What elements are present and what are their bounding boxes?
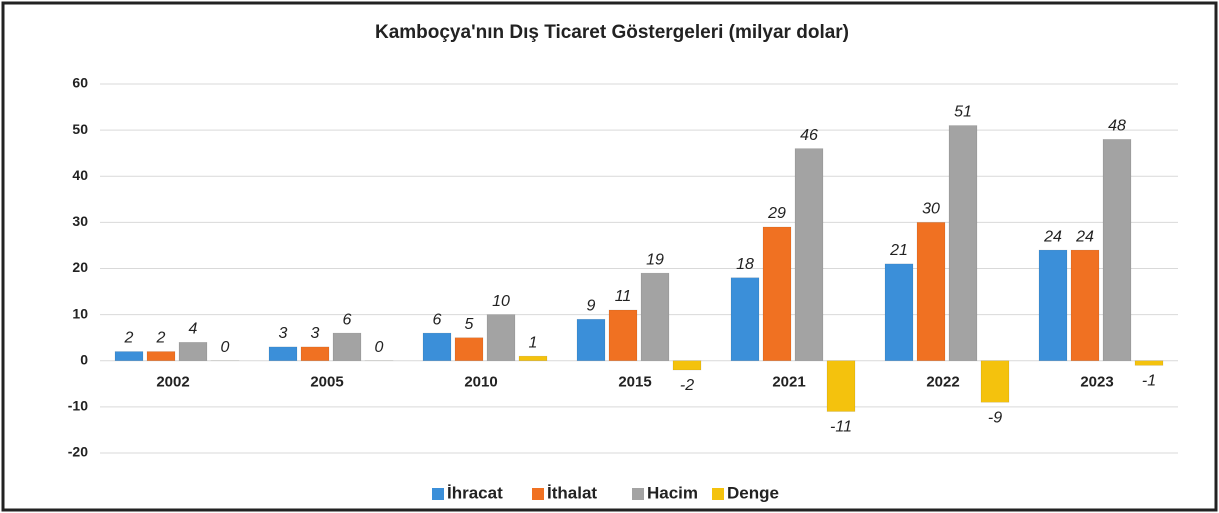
bar: [146, 351, 176, 361]
legend-label: Denge: [727, 483, 779, 502]
data-label: 4: [189, 321, 198, 338]
data-label: 1: [529, 334, 538, 351]
x-tick-label: 2005: [310, 374, 343, 391]
x-tick-label: 2002: [156, 374, 189, 391]
bar: [762, 226, 792, 361]
bar: [422, 332, 452, 362]
y-tick-label: 20: [72, 259, 88, 275]
data-label: 48: [1108, 118, 1126, 135]
data-label: 0: [221, 339, 230, 356]
data-label: 3: [311, 325, 320, 342]
legend-swatch: [432, 488, 444, 500]
bar: [576, 318, 606, 361]
data-label: 2: [156, 330, 166, 347]
y-tick-label: -10: [68, 398, 88, 414]
data-label: -1: [1142, 373, 1156, 390]
data-label: 3: [279, 325, 288, 342]
bar: [1134, 360, 1164, 366]
data-label: 5: [465, 316, 474, 333]
data-label: 0: [375, 339, 384, 356]
bar: [268, 346, 298, 362]
x-tick-label: 2010: [464, 374, 497, 391]
y-tick-label: 10: [72, 305, 88, 321]
legend-label: Hacim: [647, 483, 698, 502]
data-label: 51: [954, 104, 972, 121]
y-tick-label: 0: [80, 351, 88, 367]
bar: [1038, 249, 1068, 361]
data-label: 24: [1075, 228, 1094, 245]
data-label: 18: [736, 256, 754, 273]
data-label: 46: [800, 127, 818, 144]
bar: [1102, 139, 1132, 361]
data-label: 30: [922, 201, 940, 218]
x-tick-label: 2023: [1080, 374, 1113, 391]
bar: [980, 360, 1010, 403]
data-label: 24: [1043, 228, 1062, 245]
legend-swatch: [632, 488, 644, 500]
y-tick-label: 60: [72, 75, 88, 91]
data-label: 10: [492, 293, 510, 310]
bar: [518, 355, 548, 362]
data-label: 11: [615, 288, 632, 305]
data-label: 29: [767, 205, 786, 222]
data-label: 2: [124, 330, 134, 347]
bar: [486, 314, 516, 361]
legend-swatch: [532, 488, 544, 500]
data-label: -11: [830, 419, 852, 436]
x-tick-label: 2022: [926, 374, 959, 391]
data-label: 9: [587, 297, 596, 314]
legend-label: İthalat: [547, 483, 597, 502]
bar: [794, 148, 824, 361]
bar: [332, 332, 362, 362]
bar: [672, 360, 702, 371]
x-tick-label: 2015: [618, 374, 651, 391]
bar: [826, 360, 856, 412]
data-label: 21: [889, 242, 908, 259]
data-label: -9: [988, 409, 1002, 426]
data-label: 19: [646, 251, 664, 268]
data-label: 6: [343, 311, 352, 328]
bar: [1070, 249, 1100, 361]
x-tick-label: 2021: [772, 374, 805, 391]
bar: [114, 351, 144, 361]
legend-swatch: [712, 488, 724, 500]
y-tick-label: 50: [72, 121, 88, 137]
bar: [640, 272, 670, 361]
data-label: -2: [680, 377, 694, 394]
bar: [454, 337, 484, 361]
y-tick-label: -20: [68, 444, 88, 460]
bar: [948, 125, 978, 361]
y-tick-label: 30: [72, 213, 88, 229]
data-label: 6: [433, 311, 442, 328]
bar: [300, 346, 330, 362]
bar: [884, 263, 914, 362]
legend-label: İhracat: [447, 483, 503, 502]
bar: [730, 277, 760, 362]
bar: [916, 222, 946, 361]
bar: [178, 342, 208, 361]
y-tick-label: 40: [72, 167, 88, 183]
bar: [608, 309, 638, 362]
chart-title: Kamboçya'nın Dış Ticaret Göstergeleri (m…: [375, 22, 849, 43]
